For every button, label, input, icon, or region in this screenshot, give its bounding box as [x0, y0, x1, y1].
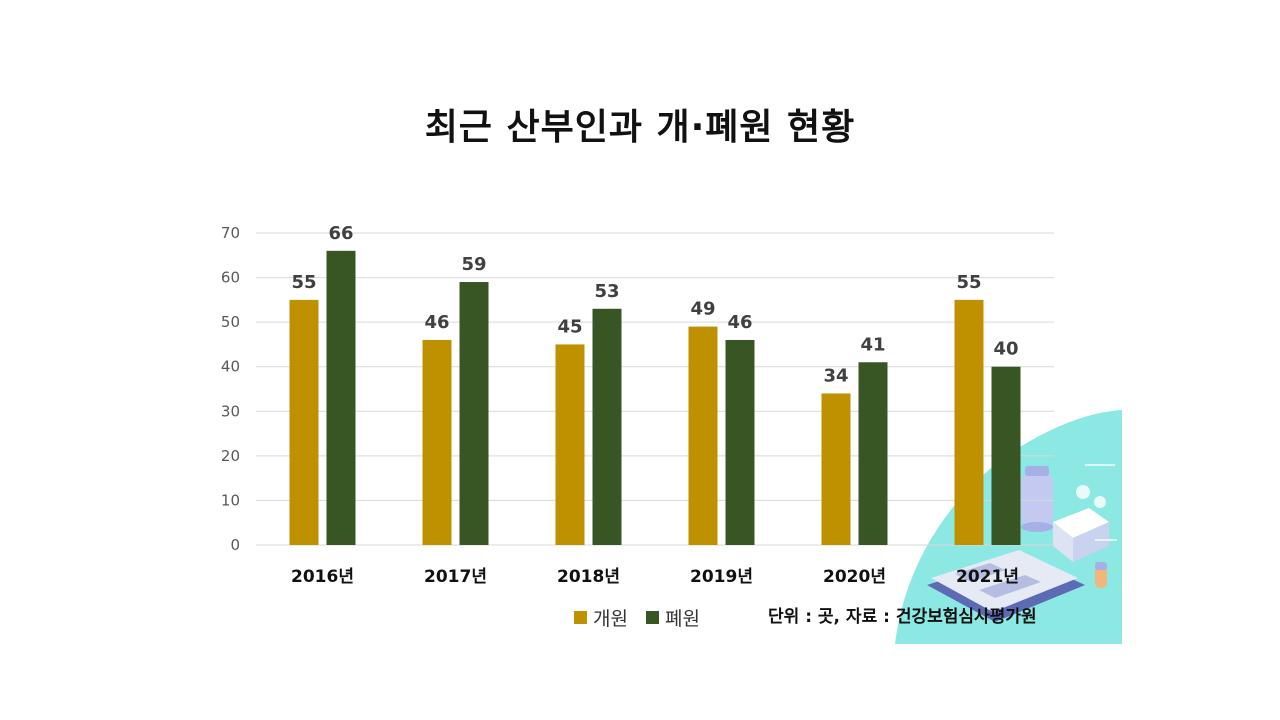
- y-tick-label: 60: [221, 269, 240, 287]
- data-label-close: 41: [860, 334, 885, 355]
- legend: 개원 폐원: [574, 604, 718, 630]
- data-label-open: 34: [823, 365, 848, 386]
- legend-label-close: 폐원: [664, 607, 700, 630]
- gridlines: [256, 232, 1054, 546]
- bottle-icon: [1021, 466, 1053, 532]
- source-note: 단위 : 곳, 자료 : 건강보험심사평가원: [768, 607, 1037, 627]
- clipboard-icon: [927, 550, 1085, 622]
- bar-close: [326, 250, 356, 546]
- x-tick-label: 2017년: [424, 567, 487, 587]
- data-label-close: 66: [328, 223, 353, 244]
- bar-open: [289, 299, 319, 545]
- bar-close: [858, 362, 888, 545]
- bar-close: [592, 308, 622, 545]
- x-tick-label: 2021년: [956, 567, 1019, 587]
- legend-swatch-close: [645, 610, 659, 624]
- bar-close: [459, 282, 489, 545]
- x-tick-label: 2016년: [291, 567, 354, 587]
- data-label-open: 55: [291, 272, 316, 293]
- data-labels: 55 66 46 59 45 53 49 46 34 41 55 40: [291, 223, 1018, 387]
- bar-open: [688, 326, 718, 545]
- y-tick-label: 50: [221, 313, 240, 331]
- medicine-box-icon: [1053, 508, 1109, 562]
- x-axis-labels: 2016년 2017년 2018년 2019년 2020년 2021년: [291, 567, 1019, 587]
- x-tick-label: 2020년: [823, 567, 886, 587]
- data-label-open: 46: [424, 312, 449, 333]
- y-tick-label: 10: [221, 491, 240, 509]
- data-label-close: 46: [727, 312, 752, 333]
- y-tick-label: 0: [230, 536, 240, 554]
- legend-swatch-open: [574, 610, 587, 624]
- bar-open: [555, 344, 585, 545]
- pill-icon: [1095, 562, 1107, 588]
- data-label-close: 59: [461, 254, 486, 275]
- data-label-open: 45: [557, 316, 582, 337]
- bar-open: [422, 339, 452, 545]
- data-label-open: 55: [956, 272, 981, 293]
- y-tick-label: 30: [221, 402, 240, 420]
- data-label-open: 49: [690, 299, 715, 320]
- x-tick-label: 2018년: [557, 567, 620, 587]
- bar-open: [954, 299, 984, 545]
- legend-item-close: 폐원: [645, 604, 700, 631]
- y-tick-label: 20: [221, 447, 240, 465]
- data-label-close: 53: [594, 281, 619, 302]
- bar-open: [821, 393, 851, 545]
- data-label-close: 40: [993, 339, 1018, 360]
- bar-close: [991, 366, 1021, 545]
- y-tick-label: 70: [221, 224, 240, 242]
- legend-label-open: 개원: [593, 607, 628, 630]
- y-axis-ticks: 0 10 20 30 40 50 60 70: [221, 224, 240, 554]
- legend-item-open: 개원: [574, 604, 628, 631]
- bars: [289, 250, 1021, 546]
- chart-title: 최근 산부인과 개·폐원 현황: [424, 107, 856, 148]
- x-tick-label: 2019년: [690, 567, 753, 587]
- bar-close: [725, 339, 755, 545]
- y-tick-label: 40: [221, 358, 240, 376]
